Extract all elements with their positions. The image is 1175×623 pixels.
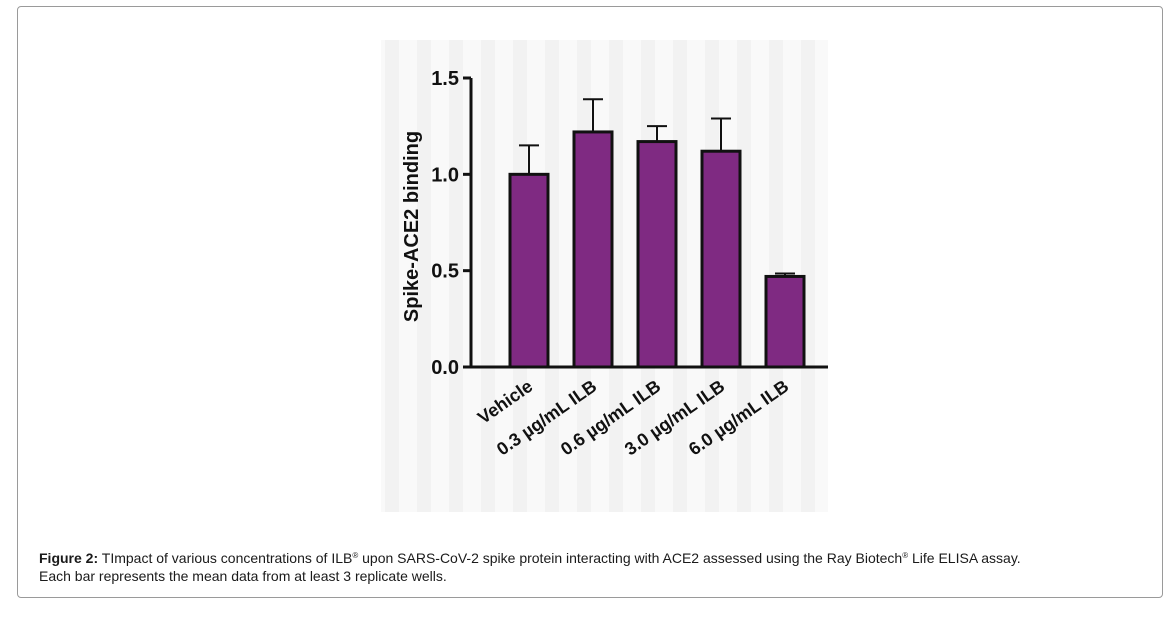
figure-frame: 0.0 0.5 1.0 1.5 Vehicle 0.3 µg/mL ILB 0.6 µg/… xyxy=(17,6,1163,598)
bar xyxy=(636,140,678,369)
background-stripe xyxy=(385,40,399,512)
caption-text-2: upon SARS-CoV-2 spike protein interactin… xyxy=(358,550,903,566)
y-tick-label: 0.0 xyxy=(431,357,459,379)
y-axis-label: Spike-ACE2 binding xyxy=(401,131,423,322)
y-tick-label: 1.5 xyxy=(431,68,459,90)
bar xyxy=(508,172,550,369)
registered-mark-1: ® xyxy=(352,551,359,560)
y-ticks-group: 0.0 0.5 1.0 1.5 xyxy=(431,68,471,379)
caption-text-1: TImpact of various concentrations of ILB xyxy=(98,550,353,566)
error-bars-group xyxy=(519,98,795,277)
background-stripe xyxy=(449,40,463,512)
y-tick-label: 1.0 xyxy=(431,164,459,186)
background-stripe xyxy=(801,40,815,512)
background-stripe xyxy=(545,40,559,512)
bar-chart: 0.0 0.5 1.0 1.5 Vehicle 0.3 µg/mL ILB 0.6 µg/… xyxy=(363,34,828,512)
figure-caption: Figure 2: TImpact of various concentrati… xyxy=(39,549,1149,585)
caption-label: Figure 2: xyxy=(39,550,99,566)
registered-mark-2: ® xyxy=(902,551,909,560)
bar xyxy=(700,149,742,369)
caption-line-2: Each bar represents the mean data from a… xyxy=(39,568,447,584)
bar xyxy=(764,274,806,369)
axes-group xyxy=(469,78,828,369)
background-stripe xyxy=(417,40,431,512)
background-stripe xyxy=(481,40,495,512)
y-tick-label: 0.5 xyxy=(431,261,459,283)
bar xyxy=(572,130,614,369)
caption-text-3: Life ELISA assay. xyxy=(908,550,1021,566)
